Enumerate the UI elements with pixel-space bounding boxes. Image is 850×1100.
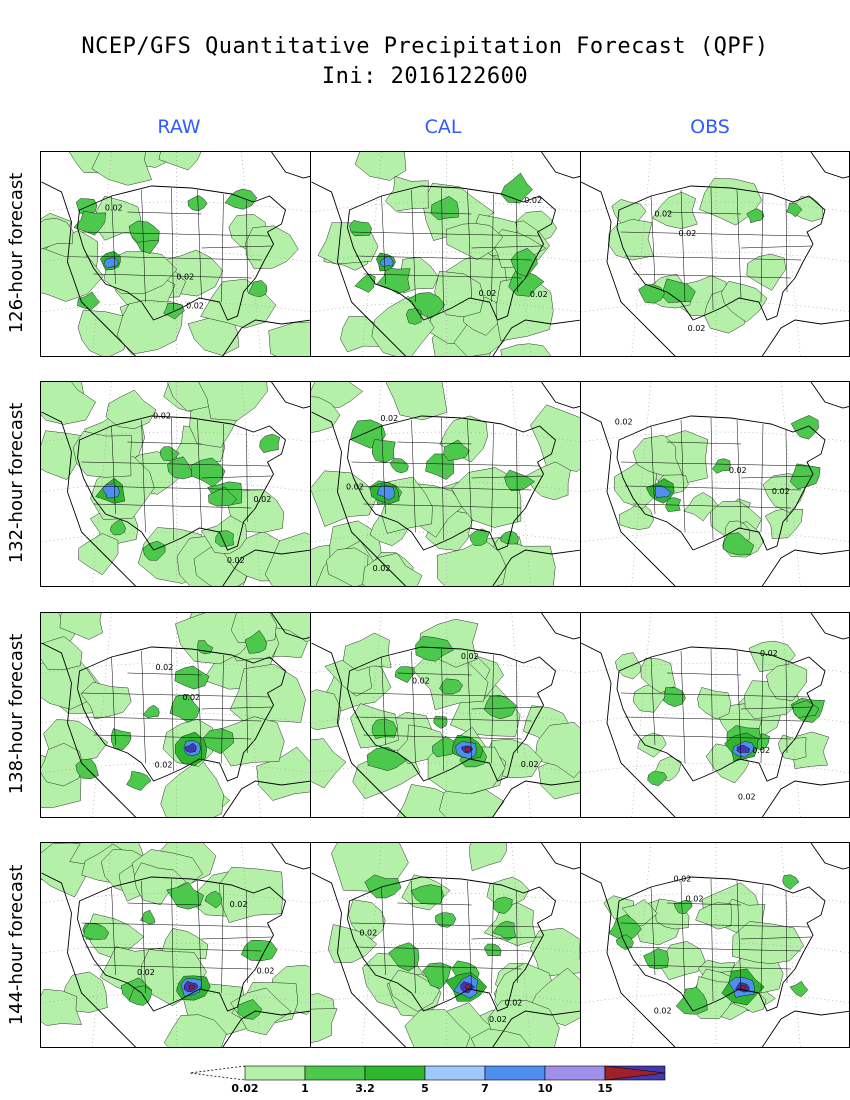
contour-label: 0.02: [412, 677, 430, 686]
contour-label: 0.02: [524, 196, 542, 205]
map-panel-raw-126h: 0.02 0.02 0.02: [40, 151, 311, 357]
color-legend: [190, 1065, 666, 1081]
precipitation-map: 0.02 0.02 0.02: [311, 152, 580, 356]
map-panel-raw-144h: 0.02 0.02 0.02: [40, 842, 311, 1048]
precipitation-map: 0.02 0.02 0.02: [41, 152, 310, 356]
legend-tick: 1: [301, 1082, 309, 1095]
map-panel-obs-132h: 0.02 0.02 0.02: [580, 381, 850, 587]
contour-label: 0.02: [674, 874, 692, 883]
contour-label: 0.02: [489, 1015, 507, 1024]
precipitation-map: 0.02 0.02 0.02: [41, 382, 310, 586]
map-panel-obs-144h: 0.02 0.02 0.02: [580, 842, 850, 1048]
init-time: Ini: 2016122600: [321, 64, 529, 89]
contour-label: 0.02: [373, 564, 391, 573]
row-label-132h: 132-hour forecast: [6, 402, 27, 564]
row-label-144h: 144-hour forecast: [6, 864, 27, 1026]
contour-label: 0.02: [346, 483, 364, 492]
precipitation-map: 0.02 0.02 0.02: [581, 382, 849, 586]
precipitation-map: 0.02 0.02 0.02: [581, 613, 849, 817]
contour-label: 0.02: [738, 793, 756, 802]
contour-label: 0.02: [257, 966, 275, 975]
contour-label: 0.02: [254, 495, 272, 504]
map-panel-obs-126h: 0.02 0.02 0.02: [580, 151, 850, 357]
map-panel-raw-132h: 0.02 0.02 0.02: [40, 381, 311, 587]
legend-swatch: [304, 1065, 366, 1081]
legend-tick: 0.02: [231, 1082, 259, 1095]
contour-label: 0.02: [227, 556, 245, 565]
contour-label: 0.02: [505, 998, 523, 1007]
map-panel-raw-138h: 0.02 0.02 0.02: [40, 612, 311, 818]
figure-title: NCEP/GFS Quantitative Precipitation Fore…: [81, 34, 769, 59]
precipitation-map: 0.02 0.02 0.02: [41, 613, 310, 817]
contour-label: 0.02: [137, 968, 155, 977]
contour-label: 0.02: [521, 760, 539, 769]
legend-swatch: [364, 1065, 426, 1081]
precipitation-map: 0.02 0.02 0.02: [311, 613, 580, 817]
contour-label: 0.02: [615, 417, 633, 426]
contour-label: 0.02: [679, 229, 697, 238]
column-label-obs: OBS: [690, 116, 730, 138]
contour-label: 0.02: [654, 210, 672, 219]
legend-tick: 10: [537, 1082, 553, 1095]
row-label-138h: 138-hour forecast: [6, 633, 27, 795]
contour-label: 0.02: [654, 1006, 672, 1015]
contour-label: 0.02: [688, 324, 706, 333]
precipitation-map: 0.02 0.02 0.02: [41, 843, 310, 1047]
map-panel-cal-126h: 0.02 0.02 0.02: [310, 151, 581, 357]
contour-label: 0.02: [176, 272, 194, 281]
contour-label: 0.02: [359, 928, 377, 937]
map-panel-obs-138h: 0.02 0.02 0.02: [580, 612, 850, 818]
legend-tick: 7: [481, 1082, 489, 1095]
contour-label: 0.02: [461, 652, 479, 661]
map-panel-cal-132h: 0.02 0.02 0.02: [310, 381, 581, 587]
contour-label: 0.02: [760, 649, 778, 658]
contour-label: 0.02: [380, 414, 398, 423]
legend-swatch-max: [604, 1065, 666, 1081]
contour-label: 0.02: [686, 894, 704, 903]
legend-swatch: [244, 1065, 306, 1081]
contour-label: 0.02: [230, 900, 248, 909]
legend-tick: 5: [421, 1082, 429, 1095]
row-label-126h: 126-hour forecast: [6, 172, 27, 334]
contour-label: 0.02: [530, 290, 548, 299]
contour-label: 0.02: [772, 487, 790, 496]
column-label-raw: RAW: [157, 116, 201, 138]
map-panel-cal-144h: 0.02 0.02 0.02: [310, 842, 581, 1048]
contour-label: 0.02: [186, 301, 204, 310]
contour-label: 0.02: [729, 466, 747, 475]
contour-label: 0.02: [182, 693, 200, 702]
precipitation-map: 0.02 0.02 0.02: [311, 843, 580, 1047]
column-label-cal: CAL: [424, 116, 462, 138]
legend-tick: 15: [597, 1082, 613, 1095]
contour-label: 0.02: [155, 663, 173, 672]
contour-label: 0.02: [479, 289, 497, 298]
contour-label: 0.02: [155, 760, 173, 769]
legend-swatch: [484, 1065, 546, 1081]
contour-label: 0.02: [105, 204, 123, 213]
map-panel-cal-138h: 0.02 0.02 0.02: [310, 612, 581, 818]
legend-swatch: [424, 1065, 486, 1081]
precipitation-map: 0.02 0.02 0.02: [311, 382, 580, 586]
legend-tick: 3.2: [355, 1082, 375, 1095]
legend-swatch: [544, 1065, 606, 1081]
precipitation-map: 0.02 0.02 0.02: [581, 843, 849, 1047]
contour-label: 0.02: [153, 411, 171, 420]
contour-label: 0.02: [752, 746, 770, 755]
precipitation-map: 0.02 0.02 0.02: [581, 152, 849, 356]
